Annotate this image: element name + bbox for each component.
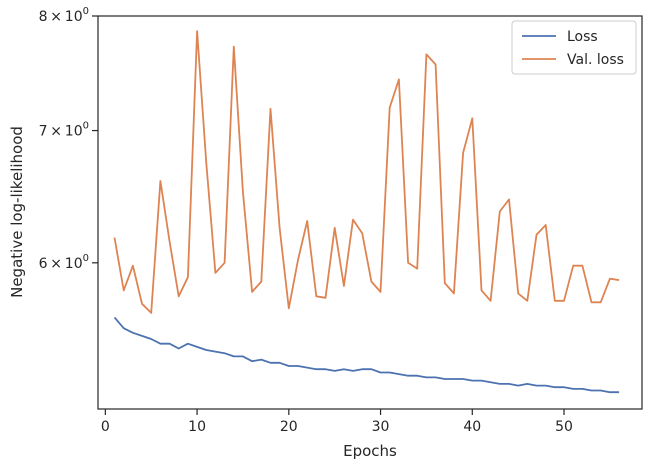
x-tick-label: 30 bbox=[372, 419, 390, 435]
y-tick-label: 6 × 100 bbox=[39, 253, 89, 272]
x-tick-label: 50 bbox=[555, 419, 573, 435]
x-tick-label: 10 bbox=[188, 419, 206, 435]
y-axis-label: Negative log-likelihood bbox=[8, 126, 26, 298]
y-tick-label: 8 × 100 bbox=[39, 6, 89, 25]
x-tick-label: 20 bbox=[280, 419, 298, 435]
x-tick-label: 40 bbox=[463, 419, 481, 435]
legend-label-0: Loss bbox=[567, 29, 598, 45]
legend-label-1: Val. loss bbox=[567, 52, 624, 68]
series-line-0 bbox=[113, 316, 620, 394]
plot-frame bbox=[97, 15, 643, 410]
legend-box bbox=[511, 20, 637, 75]
x-axis-label: Epochs bbox=[343, 442, 397, 460]
y-tick-label: 7 × 100 bbox=[39, 121, 89, 140]
legend: Loss Val. loss bbox=[511, 20, 637, 75]
x-tick-label: 0 bbox=[101, 419, 110, 435]
x-axis: 0 10 20 30 40 50 bbox=[101, 409, 573, 435]
series-lines bbox=[113, 30, 620, 394]
y-axis: 6 × 100 7 × 100 8 × 100 bbox=[39, 6, 98, 272]
series-line-1 bbox=[113, 30, 620, 314]
